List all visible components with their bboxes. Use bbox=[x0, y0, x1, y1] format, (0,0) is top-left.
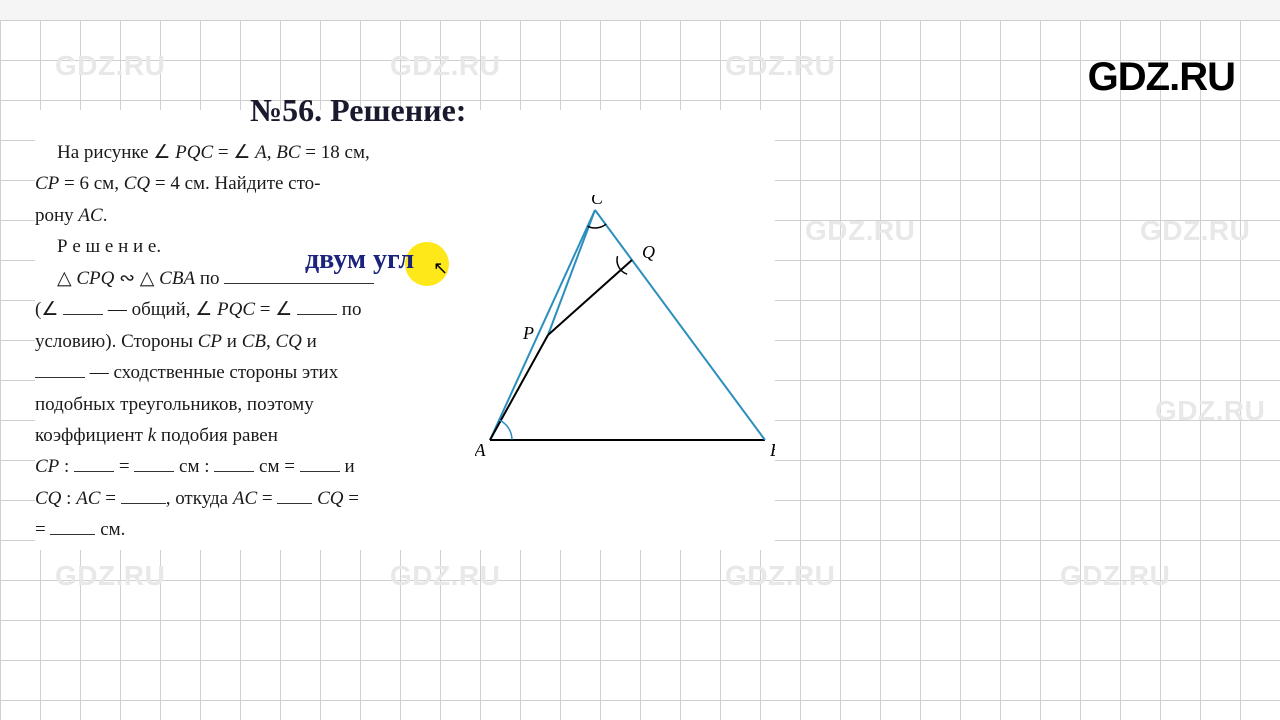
blank bbox=[300, 453, 340, 472]
t: — сходственные стороны этих bbox=[85, 362, 338, 383]
svg-text:B: B bbox=[770, 440, 775, 460]
t: по bbox=[195, 268, 224, 289]
t: , bbox=[267, 142, 277, 163]
t: = 18 см, bbox=[301, 142, 370, 163]
t: = ∠ bbox=[213, 142, 255, 163]
t: и bbox=[302, 331, 317, 352]
blank bbox=[35, 359, 85, 378]
site-logo: GDZ.RU bbox=[1088, 55, 1235, 100]
blank bbox=[63, 296, 103, 315]
t: . bbox=[103, 205, 108, 226]
t: = 4 см. Найдите сто- bbox=[150, 173, 320, 194]
blank bbox=[74, 453, 114, 472]
t: PQC bbox=[217, 299, 255, 320]
t: : bbox=[61, 488, 76, 509]
t: , откуда bbox=[166, 488, 233, 509]
blank bbox=[277, 485, 312, 504]
triangle-diagram: A B C P Q bbox=[475, 195, 775, 460]
svg-text:P: P bbox=[522, 323, 534, 343]
t: △ bbox=[57, 268, 76, 289]
t: по bbox=[337, 299, 361, 320]
t: CBA bbox=[159, 268, 195, 289]
t: подобия равен bbox=[156, 425, 278, 446]
t: CB bbox=[242, 331, 266, 352]
t: и bbox=[340, 456, 355, 477]
svg-text:C: C bbox=[591, 195, 604, 208]
t: CP bbox=[35, 456, 59, 477]
t: (∠ bbox=[35, 299, 63, 320]
t: и bbox=[222, 331, 242, 352]
t: На рисунке ∠ bbox=[57, 142, 175, 163]
t: CP bbox=[35, 173, 59, 194]
blank bbox=[214, 453, 254, 472]
blank bbox=[121, 485, 166, 504]
handwritten-title: №56. Решение: bbox=[250, 92, 466, 129]
t: CQ bbox=[35, 488, 61, 509]
t: = bbox=[344, 488, 359, 509]
t: = 6 см, bbox=[59, 173, 123, 194]
t: AC bbox=[78, 205, 102, 226]
t: CQ bbox=[317, 488, 343, 509]
t: коэффициент bbox=[35, 425, 148, 446]
t: AC bbox=[76, 488, 100, 509]
t: PQC bbox=[175, 142, 213, 163]
blank bbox=[134, 453, 174, 472]
t: k bbox=[148, 425, 156, 446]
t: = bbox=[257, 488, 277, 509]
t: CPQ bbox=[76, 268, 114, 289]
cursor-icon: ↖ bbox=[433, 258, 448, 279]
t: рону bbox=[35, 205, 78, 226]
t: = ∠ bbox=[255, 299, 297, 320]
problem-text: На рисунке ∠ PQC = ∠ A, BC = 18 см, CP =… bbox=[35, 138, 465, 547]
t: A bbox=[255, 142, 267, 163]
t: AC bbox=[233, 488, 257, 509]
t: см. bbox=[95, 519, 125, 540]
t: BC bbox=[276, 142, 300, 163]
t: см = bbox=[254, 456, 299, 477]
handwritten-fill: двум угл bbox=[305, 244, 414, 276]
svg-text:A: A bbox=[475, 440, 487, 460]
svg-text:Q: Q bbox=[642, 242, 655, 262]
blank bbox=[50, 516, 95, 535]
blank bbox=[297, 296, 337, 315]
t: = bbox=[114, 456, 134, 477]
t: = bbox=[35, 519, 50, 540]
t: ∾ △ bbox=[114, 268, 159, 289]
t: — общий, ∠ bbox=[103, 299, 217, 320]
t: CP bbox=[198, 331, 222, 352]
t: подобных треугольников, поэтому bbox=[35, 390, 465, 419]
t: : bbox=[59, 456, 74, 477]
t: = bbox=[100, 488, 120, 509]
problem-panel: №56. Решение: На рисунке ∠ PQC = ∠ A, BC… bbox=[35, 110, 775, 550]
t: см : bbox=[174, 456, 214, 477]
t: условию). Стороны bbox=[35, 331, 198, 352]
t: CQ bbox=[124, 173, 150, 194]
t: CQ bbox=[275, 331, 301, 352]
